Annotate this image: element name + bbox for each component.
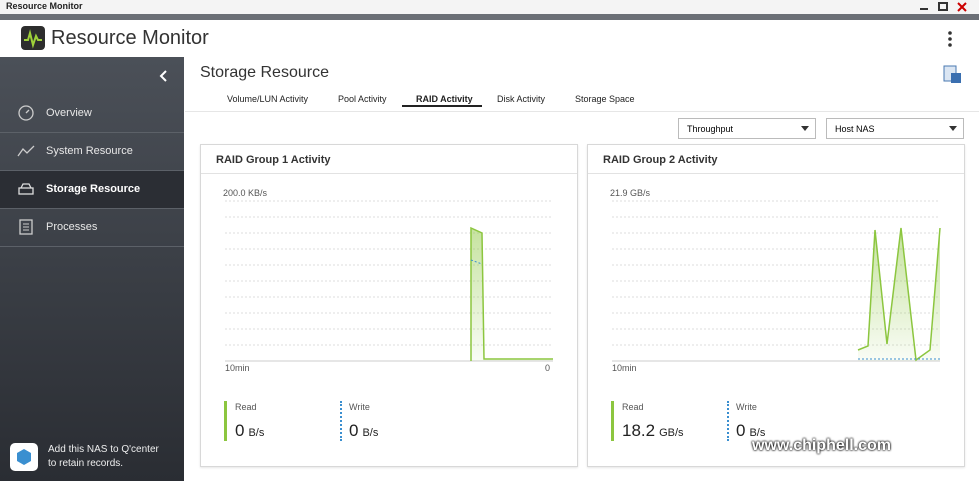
app-header: Resource Monitor xyxy=(0,20,979,57)
nav-label: System Resource xyxy=(46,145,133,157)
host-dropdown[interactable]: Host NAS xyxy=(826,118,964,139)
nav-label: Processes xyxy=(46,221,98,233)
tab[interactable]: Disk Activity xyxy=(497,94,546,104)
nav-icon xyxy=(18,183,34,195)
nav-icon xyxy=(18,105,34,121)
read-label: Read xyxy=(622,402,644,412)
dropdown-arrow xyxy=(801,126,809,131)
nav-storage-resource[interactable]: Storage Resource xyxy=(0,171,184,209)
write-label: Write xyxy=(736,402,757,412)
unit: B/s xyxy=(362,427,379,439)
tab[interactable]: Volume/LUN Activity xyxy=(227,94,309,104)
read-indicator xyxy=(224,401,227,441)
activity-chart xyxy=(225,200,553,362)
tab-divider xyxy=(185,111,979,112)
nav-label: Overview xyxy=(46,107,92,119)
dropdown-value: Host NAS xyxy=(835,124,875,134)
unit: B/s xyxy=(749,427,766,439)
metric-dropdown[interactable]: Throughput xyxy=(678,118,816,139)
axis-max-label: 21.9 GB/s xyxy=(610,188,651,198)
export-icon[interactable] xyxy=(942,64,962,84)
watermark: www.chiphell.com xyxy=(752,437,891,454)
nav-icon xyxy=(19,219,33,235)
window-controls[interactable] xyxy=(918,2,974,12)
card-divider xyxy=(201,173,577,174)
more-menu[interactable] xyxy=(946,30,954,48)
tab[interactable]: Pool Activity xyxy=(338,94,387,104)
tab[interactable]: Storage Space xyxy=(575,94,635,104)
x-start-label: 10min xyxy=(612,363,637,373)
qcenter-icon xyxy=(10,443,38,471)
write-value: 0 B/s xyxy=(349,421,378,441)
window-title: Resource Monitor xyxy=(6,1,83,11)
write-value: 0 B/s xyxy=(736,421,765,441)
footer-text: Add this NAS to Q'center xyxy=(48,444,159,455)
nav-label: Storage Resource xyxy=(46,183,141,195)
write-indicator xyxy=(340,401,342,441)
read-value: 0 B/s xyxy=(235,421,264,441)
write-label: Write xyxy=(349,402,370,412)
card-divider xyxy=(588,173,964,174)
x-end-label: 0 xyxy=(545,363,551,373)
tab-underline xyxy=(402,105,482,107)
window-titlebar: Resource Monitor xyxy=(0,0,979,14)
nav-system-resource[interactable]: System Resource xyxy=(0,133,184,171)
raid-card: RAID Group 1 Activity 200.0 KB/s 10min 0… xyxy=(200,144,578,467)
card-title: RAID Group 2 Activity xyxy=(603,154,718,166)
value: 0 xyxy=(736,421,746,440)
unit: B/s xyxy=(248,427,265,439)
x-start-label: 10min xyxy=(225,363,250,373)
dropdown-value: Throughput xyxy=(687,124,734,134)
separator-bar xyxy=(0,14,979,20)
sidebar: Overview System Resource Storage Resourc… xyxy=(0,57,184,481)
read-value: 18.2 GB/s xyxy=(622,421,684,441)
nav-icon xyxy=(17,145,35,157)
value: 0 xyxy=(235,421,245,440)
card-title: RAID Group 1 Activity xyxy=(216,154,331,166)
app-title: Resource Monitor xyxy=(51,27,209,49)
tab-active[interactable]: RAID Activity xyxy=(416,94,473,104)
nav-overview[interactable]: Overview xyxy=(0,95,184,133)
axis-max-label: 200.0 KB/s xyxy=(223,188,268,198)
write-indicator xyxy=(727,401,729,441)
read-indicator xyxy=(611,401,614,441)
unit: GB/s xyxy=(659,427,684,439)
dropdown-arrow xyxy=(949,126,957,131)
page-title: Storage Resource xyxy=(200,64,329,81)
nav-processes[interactable]: Processes xyxy=(0,209,184,247)
app-icon xyxy=(21,26,45,50)
read-label: Read xyxy=(235,402,257,412)
value: 18.2 xyxy=(622,421,656,440)
activity-chart xyxy=(612,200,941,362)
raid-card: RAID Group 2 Activity 21.9 GB/s 10min Re… xyxy=(587,144,965,467)
value: 0 xyxy=(349,421,359,440)
collapse-button[interactable] xyxy=(158,69,168,83)
footer-text: to retain records. xyxy=(48,458,124,469)
